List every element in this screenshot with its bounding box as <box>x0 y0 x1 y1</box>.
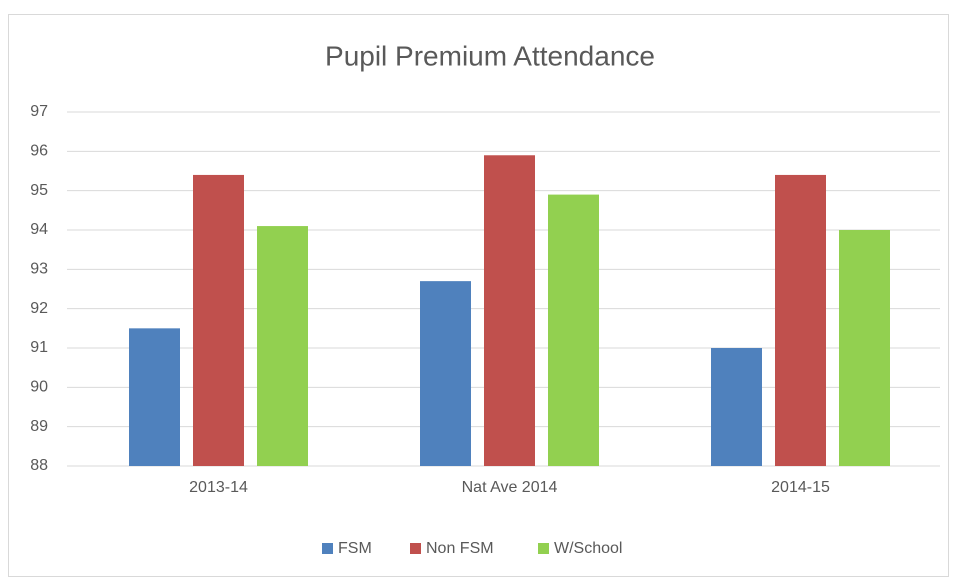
y-tick-label: 95 <box>30 182 48 199</box>
y-tick-label: 97 <box>30 103 48 120</box>
bar <box>193 174 244 466</box>
y-tick-label: 89 <box>30 418 48 435</box>
bar <box>484 155 535 466</box>
x-tick-label: 2013-14 <box>189 479 248 496</box>
legend-label: W/School <box>554 540 622 557</box>
bar <box>548 194 599 466</box>
bar <box>775 174 826 466</box>
y-tick-label: 96 <box>30 143 48 160</box>
bar <box>129 328 180 466</box>
y-tick-label: 88 <box>30 457 48 474</box>
chart-title: Pupil Premium Attendance <box>325 40 655 71</box>
bar <box>257 226 308 466</box>
bar <box>420 281 471 466</box>
legend-swatch <box>538 543 549 554</box>
bar <box>839 230 890 466</box>
y-tick-label: 92 <box>30 300 48 317</box>
legend-label: Non FSM <box>426 540 494 557</box>
legend-swatch <box>410 543 421 554</box>
x-tick-label: 2014-15 <box>771 479 830 496</box>
y-tick-label: 93 <box>30 261 48 278</box>
legend-swatch <box>322 543 333 554</box>
legend-label: FSM <box>338 540 372 557</box>
x-tick-label: Nat Ave 2014 <box>462 479 558 496</box>
y-tick-label: 90 <box>30 379 48 396</box>
y-tick-label: 94 <box>30 221 48 238</box>
y-tick-label: 91 <box>30 339 48 356</box>
bar <box>711 348 762 466</box>
